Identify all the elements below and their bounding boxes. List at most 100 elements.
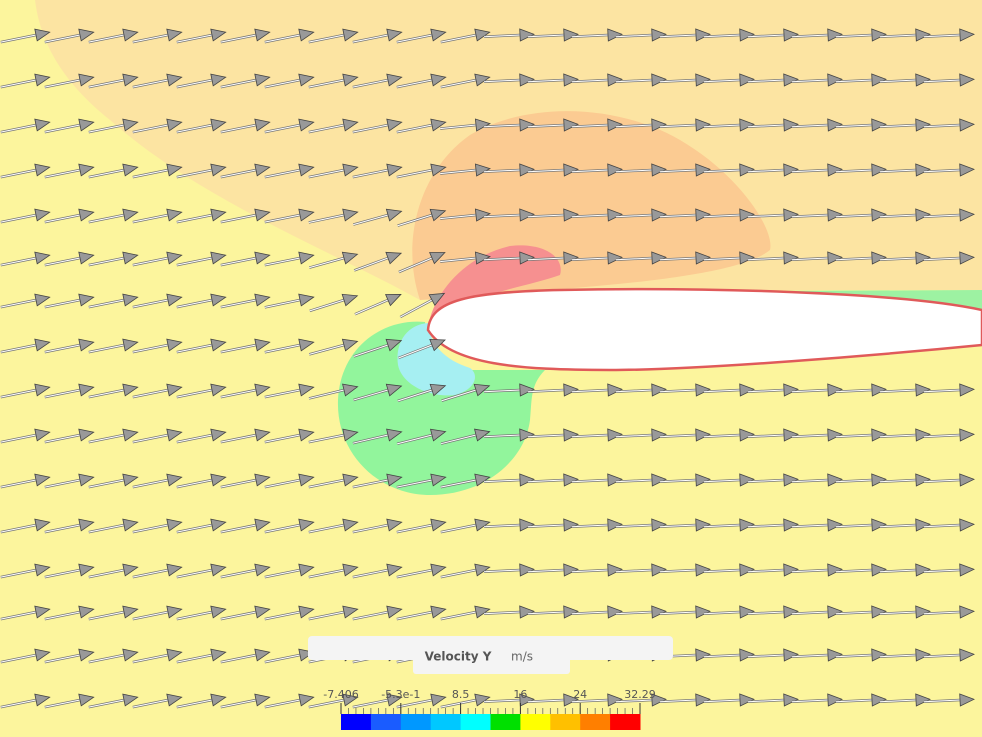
vector-head bbox=[78, 518, 95, 532]
vector-shaft-hi bbox=[0, 124, 37, 133]
vector-head bbox=[959, 163, 975, 177]
vector-shaft-hi bbox=[309, 299, 345, 312]
vector-head bbox=[519, 163, 535, 177]
vector-head bbox=[210, 563, 227, 577]
vector-head bbox=[78, 428, 95, 442]
vector-head bbox=[651, 473, 667, 487]
vector-shaft-hi bbox=[440, 169, 477, 175]
vector-head bbox=[386, 605, 403, 619]
vector-head bbox=[739, 563, 755, 577]
vector-shaft-hi bbox=[264, 257, 301, 266]
vector-shaft-hi bbox=[528, 389, 565, 393]
vector-shaft-hi bbox=[440, 434, 477, 445]
vector-head bbox=[915, 208, 931, 222]
vector-head bbox=[122, 693, 139, 707]
vector-head bbox=[298, 383, 315, 397]
vector-shaft-hi bbox=[880, 124, 917, 128]
vector-shaft-hi bbox=[132, 169, 169, 178]
vector-head bbox=[78, 605, 95, 619]
colorbar-tick-label: -7.406 bbox=[323, 688, 358, 701]
vector-shaft-hi bbox=[660, 257, 697, 261]
vector-head bbox=[519, 118, 535, 132]
vector-head bbox=[342, 163, 359, 177]
vector-shaft-hi bbox=[880, 569, 917, 573]
vector-shaft-hi bbox=[924, 257, 961, 261]
vector-shaft-hi bbox=[132, 434, 169, 443]
vector-head bbox=[474, 563, 491, 577]
vector-shaft-hi bbox=[353, 389, 389, 401]
vector-head bbox=[959, 251, 975, 265]
colorbar-segment bbox=[550, 714, 581, 730]
vector-head bbox=[210, 473, 227, 487]
vector-shaft-hi bbox=[616, 257, 653, 261]
vector-head bbox=[254, 28, 271, 42]
vector-head bbox=[871, 28, 887, 42]
vector-head bbox=[78, 693, 95, 707]
vector-head bbox=[430, 73, 447, 87]
vector-shaft-hi bbox=[528, 169, 565, 173]
vector-head bbox=[474, 428, 491, 442]
vector-head bbox=[210, 605, 227, 619]
vector-head bbox=[342, 473, 359, 487]
vector-shaft-hi bbox=[44, 344, 81, 353]
vector-shaft-hi bbox=[88, 654, 125, 663]
vector-head bbox=[429, 208, 447, 222]
vector-head bbox=[122, 28, 139, 42]
colorbar-tick-label: -5.3e-1 bbox=[381, 688, 420, 701]
vector-shaft-hi bbox=[616, 479, 653, 483]
vector-shaft-hi bbox=[572, 611, 609, 615]
vector-head bbox=[342, 28, 359, 42]
vector-shaft-hi bbox=[176, 169, 213, 178]
vector-shaft-hi bbox=[0, 299, 37, 308]
vector-head bbox=[342, 518, 359, 532]
vector-head bbox=[959, 73, 975, 87]
vector-shaft-hi bbox=[44, 524, 81, 533]
vector-head bbox=[342, 693, 359, 707]
vector-shaft-hi bbox=[792, 479, 829, 483]
vector-shaft-hi bbox=[0, 344, 37, 353]
vector-head bbox=[607, 118, 623, 132]
legend-unit: m/s bbox=[511, 650, 533, 664]
vector-head bbox=[871, 428, 887, 442]
vector-head bbox=[695, 428, 711, 442]
vector-head bbox=[429, 383, 447, 397]
vector-head bbox=[474, 163, 491, 177]
vector-head bbox=[695, 251, 711, 265]
vector-shaft-hi bbox=[748, 34, 785, 38]
vector-head bbox=[122, 473, 139, 487]
vector-shaft-hi bbox=[836, 124, 873, 128]
vector-head bbox=[430, 693, 447, 707]
vector-shaft-hi bbox=[704, 524, 741, 528]
vector-shaft-hi bbox=[0, 524, 37, 533]
vector-head bbox=[827, 73, 843, 87]
vector-head bbox=[34, 383, 51, 397]
vector-shaft-hi bbox=[88, 699, 125, 708]
vector-head bbox=[166, 693, 183, 707]
vector-head bbox=[959, 28, 975, 42]
vector-head bbox=[34, 428, 51, 442]
vector-head bbox=[651, 563, 667, 577]
vector-head bbox=[519, 208, 535, 222]
vector-shaft-hi bbox=[352, 479, 389, 488]
vector-shaft-hi bbox=[88, 299, 125, 308]
vector-shaft-hi bbox=[704, 214, 741, 218]
vector-head bbox=[254, 563, 271, 577]
vector-shaft-hi bbox=[132, 611, 169, 620]
vector-head bbox=[34, 208, 51, 222]
vector-shaft-hi bbox=[176, 569, 213, 578]
vector-shaft-hi bbox=[748, 79, 785, 83]
vector-head bbox=[298, 293, 315, 307]
vector-head bbox=[915, 163, 931, 177]
colorbar-tick-label: 16 bbox=[513, 688, 527, 701]
vector-head bbox=[827, 518, 843, 532]
vector-head bbox=[739, 28, 755, 42]
vector-shaft-hi bbox=[353, 214, 389, 226]
vector-shaft-hi bbox=[44, 124, 81, 133]
vector-head bbox=[78, 73, 95, 87]
vector-shaft-hi bbox=[572, 434, 609, 438]
vector-shaft-hi bbox=[132, 299, 169, 308]
vector-shaft-hi bbox=[44, 479, 81, 488]
vector-shaft-hi bbox=[528, 699, 565, 703]
vector-shaft-hi bbox=[660, 389, 697, 393]
vector-head bbox=[298, 338, 315, 352]
